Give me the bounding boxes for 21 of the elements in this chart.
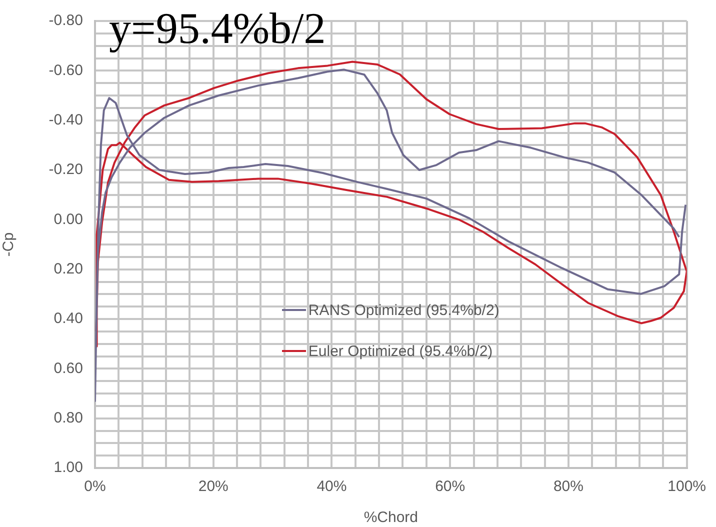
y-tick-label: 0.80	[54, 409, 83, 426]
y-axis-title: -Cp	[0, 232, 18, 257]
x-axis-title: %Chord	[364, 509, 418, 526]
y-tick-label: -0.20	[48, 161, 83, 178]
y-tick-label: 0.00	[54, 210, 83, 228]
y-tick-label: 0.20	[54, 260, 83, 278]
y-tick-label: 0.60	[54, 360, 83, 377]
x-tick-label: 40%	[316, 478, 347, 496]
x-tick-label: 100%	[668, 478, 706, 496]
legend-label: Euler Optimized (95.4%b/2)	[308, 342, 493, 360]
y-tick-label: 0.40	[54, 310, 83, 328]
y-tick-label: 1.00	[54, 459, 83, 476]
y-tick-label: -0.80	[48, 12, 83, 30]
legend-label: RANS Optimized (95.4%b/2)	[308, 302, 500, 319]
x-tick-label: 0%	[84, 478, 106, 496]
x-tick-label: 20%	[198, 478, 228, 496]
y-tick-label: -0.40	[48, 111, 83, 128]
x-tick-label: 80%	[553, 478, 584, 496]
chart-title: y=95.4%b/2	[109, 4, 326, 53]
x-tick-label: 60%	[435, 478, 466, 496]
y-tick-label: -0.60	[48, 62, 83, 79]
